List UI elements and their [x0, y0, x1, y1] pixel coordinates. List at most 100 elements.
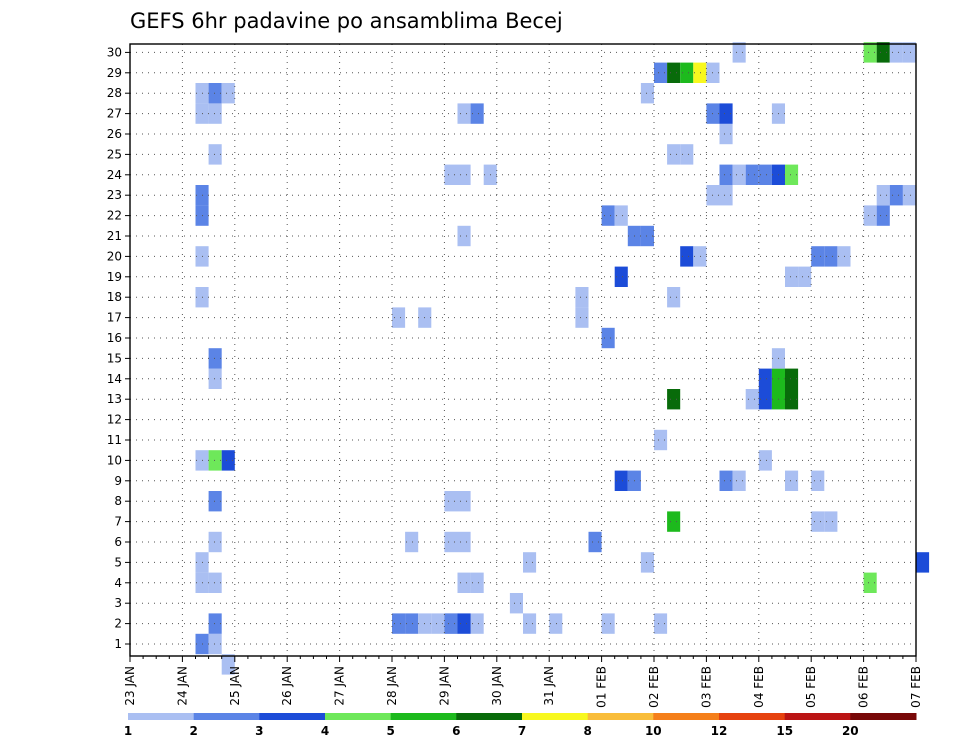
- y-tick-label: 26: [107, 127, 122, 141]
- y-tick-label: 16: [107, 331, 122, 345]
- legend-swatch: [128, 713, 195, 720]
- heatmap-cell: [614, 205, 628, 226]
- heatmap-cell: [208, 103, 222, 124]
- heatmap-cell: [457, 531, 471, 553]
- y-tick-label: 17: [107, 311, 122, 325]
- y-tick-label: 12: [107, 413, 122, 427]
- legend-label: 10: [645, 724, 662, 738]
- x-tick-label: 02 FEB: [647, 666, 661, 708]
- heatmap-cell: [470, 572, 484, 593]
- heatmap-cell: [444, 491, 458, 512]
- x-tick-label: 27 JAN: [333, 666, 347, 706]
- heatmap-cell: [745, 389, 759, 410]
- y-tick-label: 1: [114, 637, 122, 651]
- heatmap-cell: [575, 287, 589, 308]
- y-tick-label: 13: [107, 392, 122, 406]
- legend-label: 3: [255, 724, 263, 738]
- legend-swatch: [325, 713, 392, 720]
- heatmap-cell: [431, 613, 445, 634]
- heatmap-cell: [667, 287, 681, 308]
- heatmap-cell: [640, 225, 654, 247]
- y-tick-label: 28: [107, 86, 122, 100]
- heatmap-cell: [221, 654, 235, 675]
- y-tick-label: 5: [114, 555, 122, 569]
- y-tick-label: 30: [107, 45, 122, 59]
- heatmap-cell: [444, 164, 458, 185]
- heatmap-cell: [889, 42, 903, 63]
- heatmap-cell: [405, 531, 419, 553]
- y-tick-label: 7: [114, 515, 122, 529]
- x-tick-label: 03 FEB: [699, 666, 713, 708]
- legend-swatch: [587, 713, 654, 720]
- heatmap-cell: [470, 613, 484, 634]
- legend-label: 20: [842, 724, 859, 738]
- heatmap-cell: [680, 144, 694, 165]
- heatmap-cell: [811, 470, 825, 491]
- heatmap-cell: [719, 470, 733, 491]
- heatmap-cell: [601, 327, 615, 349]
- heatmap-cell: [601, 613, 615, 634]
- heatmap-cell: [221, 83, 235, 104]
- heatmap-cell: [889, 185, 903, 206]
- x-tick-label: 01 FEB: [595, 666, 609, 708]
- y-tick-label: 18: [107, 290, 122, 304]
- y-tick-label: 10: [107, 453, 122, 467]
- heatmap-cell: [785, 470, 799, 491]
- heatmap-cell: [208, 368, 222, 389]
- heatmap-cell: [863, 42, 877, 63]
- y-tick-label: 27: [107, 107, 122, 121]
- legend-swatch: [719, 713, 786, 720]
- heatmap-cell: [457, 164, 471, 185]
- heatmap-cell: [208, 491, 222, 512]
- heatmap-cell: [221, 450, 235, 471]
- heatmap-cell: [745, 164, 759, 185]
- heatmap-cell: [405, 613, 419, 634]
- heatmap-cell: [667, 511, 681, 532]
- heatmap-cell: [457, 572, 471, 593]
- heatmap-cell: [902, 42, 916, 63]
- heatmap-cell: [509, 593, 523, 614]
- heatmap-cell: [614, 266, 628, 287]
- heatmap-cell: [680, 62, 694, 83]
- heatmap-cell: [208, 531, 222, 553]
- heatmap-cell: [758, 368, 772, 389]
- x-tick-label: 30 JAN: [490, 666, 504, 706]
- heatmap-cell: [654, 613, 668, 634]
- x-tick-label: 31 JAN: [542, 666, 556, 706]
- heatmap-cell: [719, 103, 733, 124]
- y-tick-label: 25: [107, 147, 122, 161]
- legend-label: 8: [584, 724, 592, 738]
- legend-swatch: [653, 713, 720, 720]
- x-tick-label: 06 FEB: [857, 666, 871, 708]
- legend-swatch: [850, 713, 917, 720]
- heatmap-cell: [208, 144, 222, 165]
- legend-label: 2: [190, 724, 198, 738]
- heatmap-cell: [693, 246, 707, 267]
- heatmap-cell: [732, 42, 746, 63]
- heatmap-cell: [208, 83, 222, 104]
- heatmap-cell: [785, 368, 799, 389]
- x-tick-label: 04 FEB: [752, 666, 766, 708]
- heatmap-cell: [732, 164, 746, 185]
- heatmap-cell: [902, 185, 916, 206]
- y-tick-label: 29: [107, 66, 122, 80]
- heatmap-cell: [785, 164, 799, 185]
- x-tick-label: 26 JAN: [280, 666, 294, 706]
- heatmap-cell: [798, 266, 812, 287]
- y-tick-label: 24: [107, 168, 122, 182]
- heatmap-cell: [654, 429, 668, 451]
- heatmap-cell: [457, 613, 471, 634]
- y-tick-label: 9: [114, 474, 122, 488]
- legend-label: 5: [387, 724, 395, 738]
- y-tick-label: 11: [107, 433, 122, 447]
- heatmap-cell: [549, 613, 563, 634]
- heatmap-cell: [876, 42, 890, 63]
- heatmap-cell: [719, 185, 733, 206]
- heatmap-cell: [667, 62, 681, 83]
- heatmap-cell: [614, 470, 628, 491]
- heatmap-cell: [785, 266, 799, 287]
- y-tick-label: 3: [114, 596, 122, 610]
- heatmap-cell: [392, 613, 406, 634]
- heatmap-cell: [444, 613, 458, 634]
